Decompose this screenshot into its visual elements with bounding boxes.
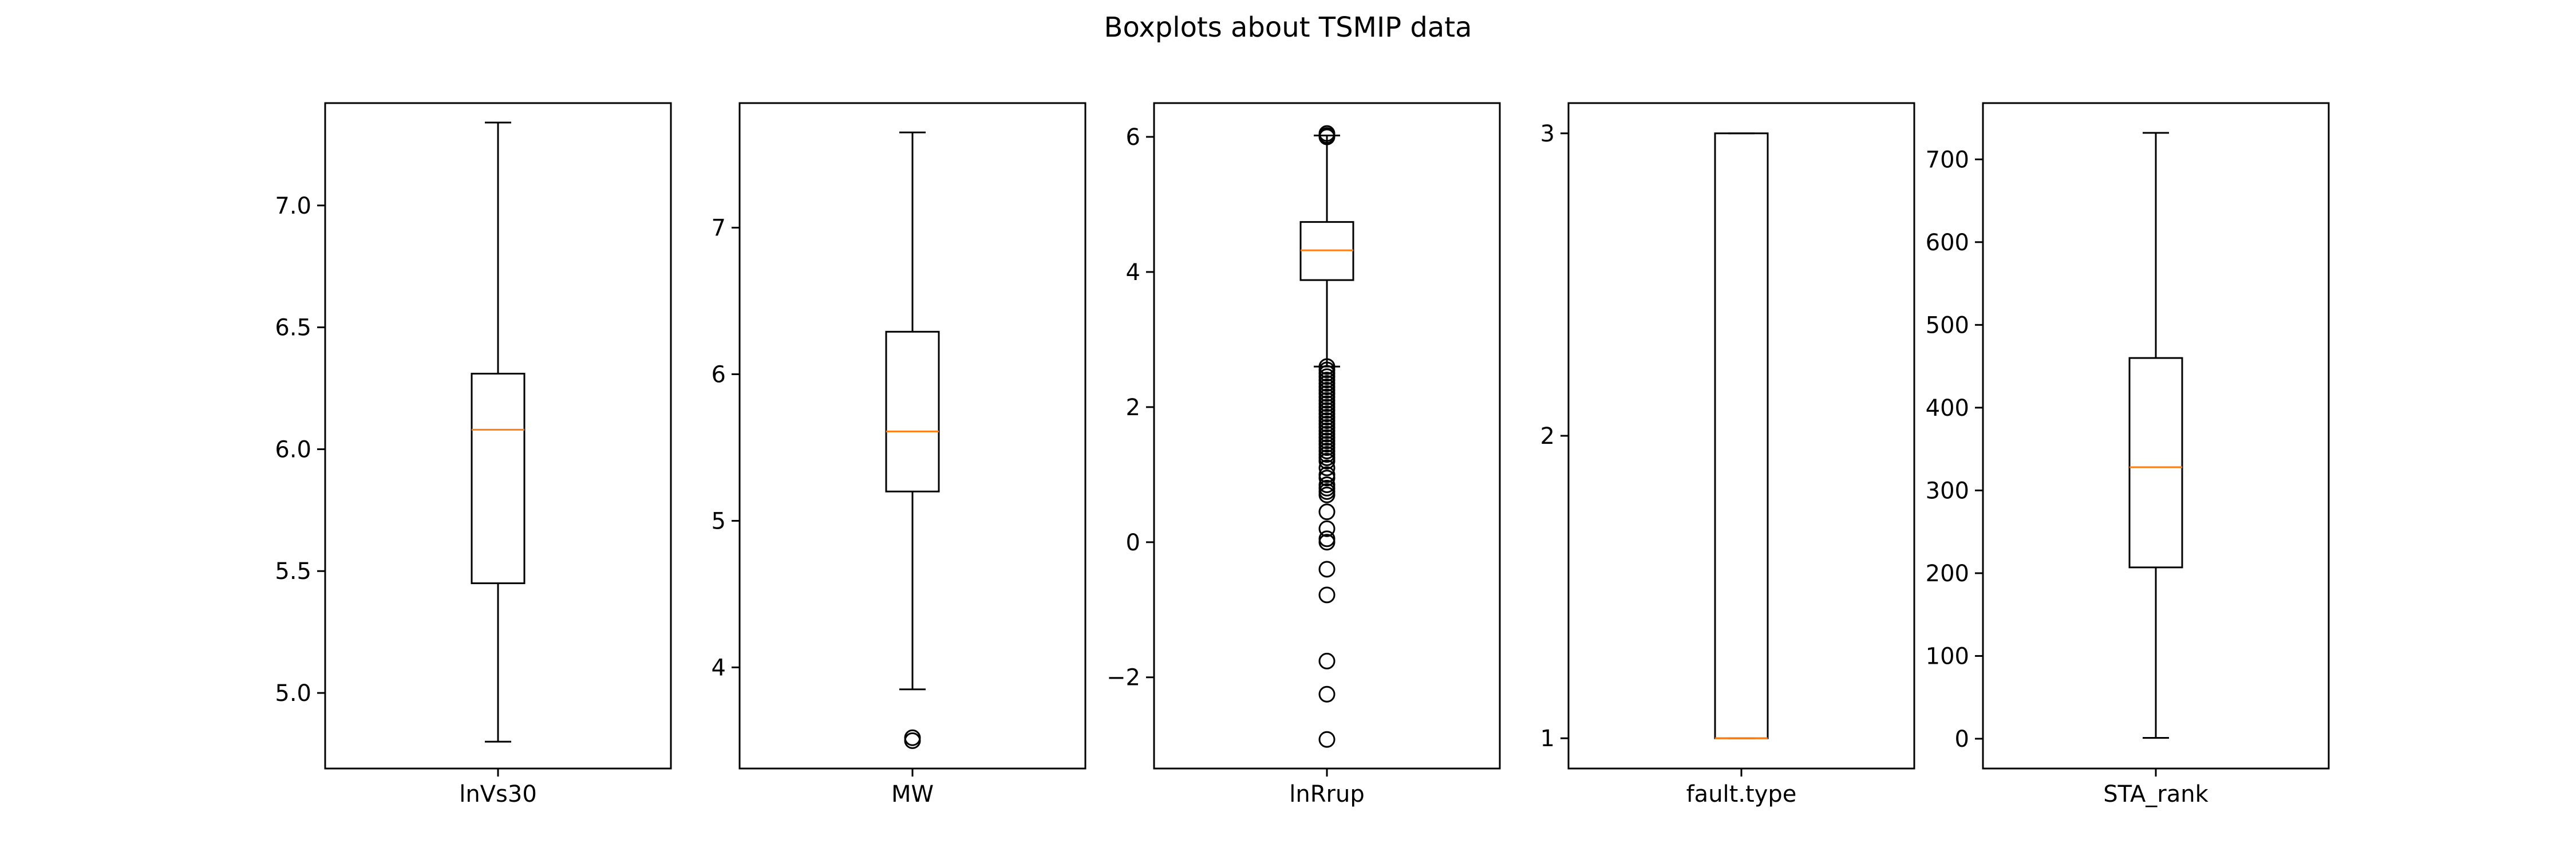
panel-lnrrup: −2 0 2 4 6 lnRrup [1107, 102, 1501, 807]
y-tick-label: 300 [1926, 478, 1969, 504]
iqr-box [885, 330, 940, 492]
y-tick-label: 6.0 [275, 436, 311, 463]
y-tick-label: 700 [1926, 147, 1969, 173]
outlier-point [1318, 452, 1336, 470]
outlier-point [1318, 731, 1336, 748]
y-tick-label: 500 [1926, 312, 1969, 338]
iqr-box [2128, 357, 2183, 569]
outlier-point [1318, 586, 1336, 604]
outlier-point [1318, 520, 1336, 537]
y-tick-label: 5.0 [275, 680, 311, 707]
panel-lnvs30: 5.0 5.5 6.0 6.5 7.0 lnVs30 [275, 102, 672, 807]
y-tick-label: 6 [1126, 124, 1140, 151]
outlier-point [1318, 459, 1336, 476]
category-label: STA_rank [2103, 781, 2208, 807]
outlier-point [1318, 128, 1336, 145]
y-tick-label: 4 [1126, 259, 1140, 286]
outlier-point [1318, 470, 1336, 487]
outlier-point [1318, 486, 1336, 503]
y-tick-label: 5 [712, 508, 726, 534]
panel-sta-rank: 0 100 200 300 400 500 600 700 STA_rank [1926, 102, 2330, 807]
y-tick-label: 3 [1540, 121, 1555, 147]
outlier-point [1318, 652, 1336, 669]
panels: 5.0 5.5 6.0 6.5 7.0 lnVs30 4 5 6 7 MW −2 0 2 4 6 lnRrup 1… [275, 102, 2330, 807]
y-tick-label: 7 [712, 215, 726, 242]
y-tick-label: 200 [1926, 561, 1969, 587]
y-tick-label: −2 [1107, 665, 1140, 691]
iqr-box [471, 372, 526, 585]
y-tick-label: 6.5 [275, 315, 311, 341]
y-tick-label: 5.5 [275, 558, 311, 585]
outlier-point [1318, 685, 1336, 703]
y-tick-label: 400 [1926, 395, 1969, 421]
outlier-point [904, 729, 921, 746]
y-tick-label: 7.0 [275, 193, 311, 219]
y-tick-label: 0 [1955, 726, 1969, 752]
y-tick-label: 600 [1926, 230, 1969, 256]
category-label: fault.type [1686, 781, 1797, 807]
category-label: MW [891, 781, 934, 807]
outlier-point [1318, 561, 1336, 578]
figure-title: Boxplots about TSMIP data [1104, 11, 1472, 44]
y-tick-label: 2 [1540, 423, 1555, 450]
y-tick-label: 0 [1126, 530, 1140, 556]
y-tick-label: 6 [712, 362, 726, 388]
y-tick-label: 4 [712, 655, 726, 681]
y-tick-label: 1 [1540, 726, 1555, 752]
panel-mw: 4 5 6 7 MW [712, 102, 1086, 807]
outlier-point [1318, 503, 1336, 521]
y-tick-label: 2 [1126, 395, 1140, 421]
category-label: lnVs30 [459, 781, 537, 807]
category-label: lnRrup [1289, 781, 1364, 807]
outlier-point [1318, 534, 1336, 551]
panel-fault-type: 1 2 3 fault.type [1540, 102, 1915, 807]
y-tick-label: 100 [1926, 643, 1969, 669]
